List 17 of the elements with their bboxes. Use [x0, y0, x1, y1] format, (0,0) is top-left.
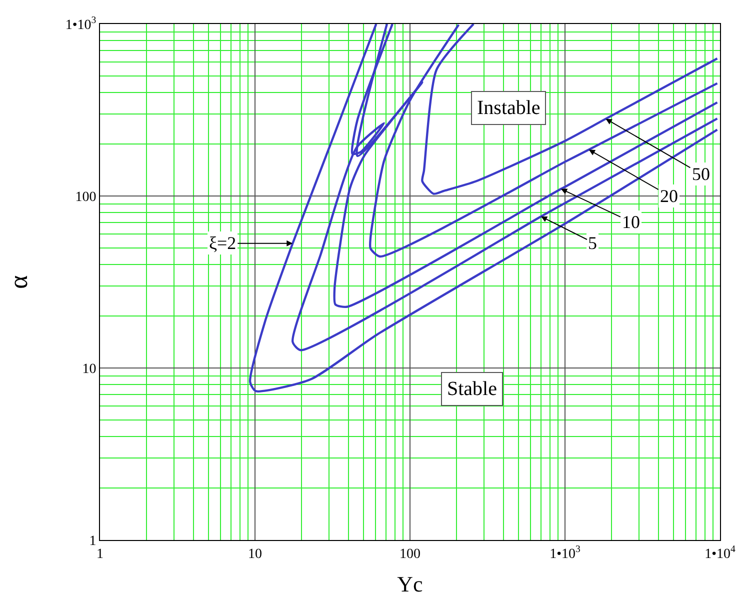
y-tick-label: 1•10$^{3}$: [65, 15, 96, 33]
annotation: Stable: [447, 378, 498, 400]
x-tick-label: 1•10$^{3}$: [550, 544, 580, 562]
annotation: 20: [660, 186, 678, 206]
x-axis-title: Yc: [397, 572, 424, 597]
x-tick-label: 10: [248, 546, 262, 562]
x-tick-label: 1•10$^{4}$: [704, 544, 736, 562]
annotation: 5: [588, 233, 597, 253]
y-tick-label: 10: [82, 362, 96, 377]
annotation: ξ=2: [209, 233, 236, 253]
y-tick-label: 1: [89, 534, 96, 549]
annotation: 50: [692, 164, 710, 184]
x-tick-label: 100: [400, 546, 420, 562]
annotation: Instable: [477, 97, 540, 119]
y-tick-label: 100: [75, 190, 96, 205]
y-axis-title: α: [4, 274, 33, 289]
annotation: 10: [622, 212, 640, 232]
